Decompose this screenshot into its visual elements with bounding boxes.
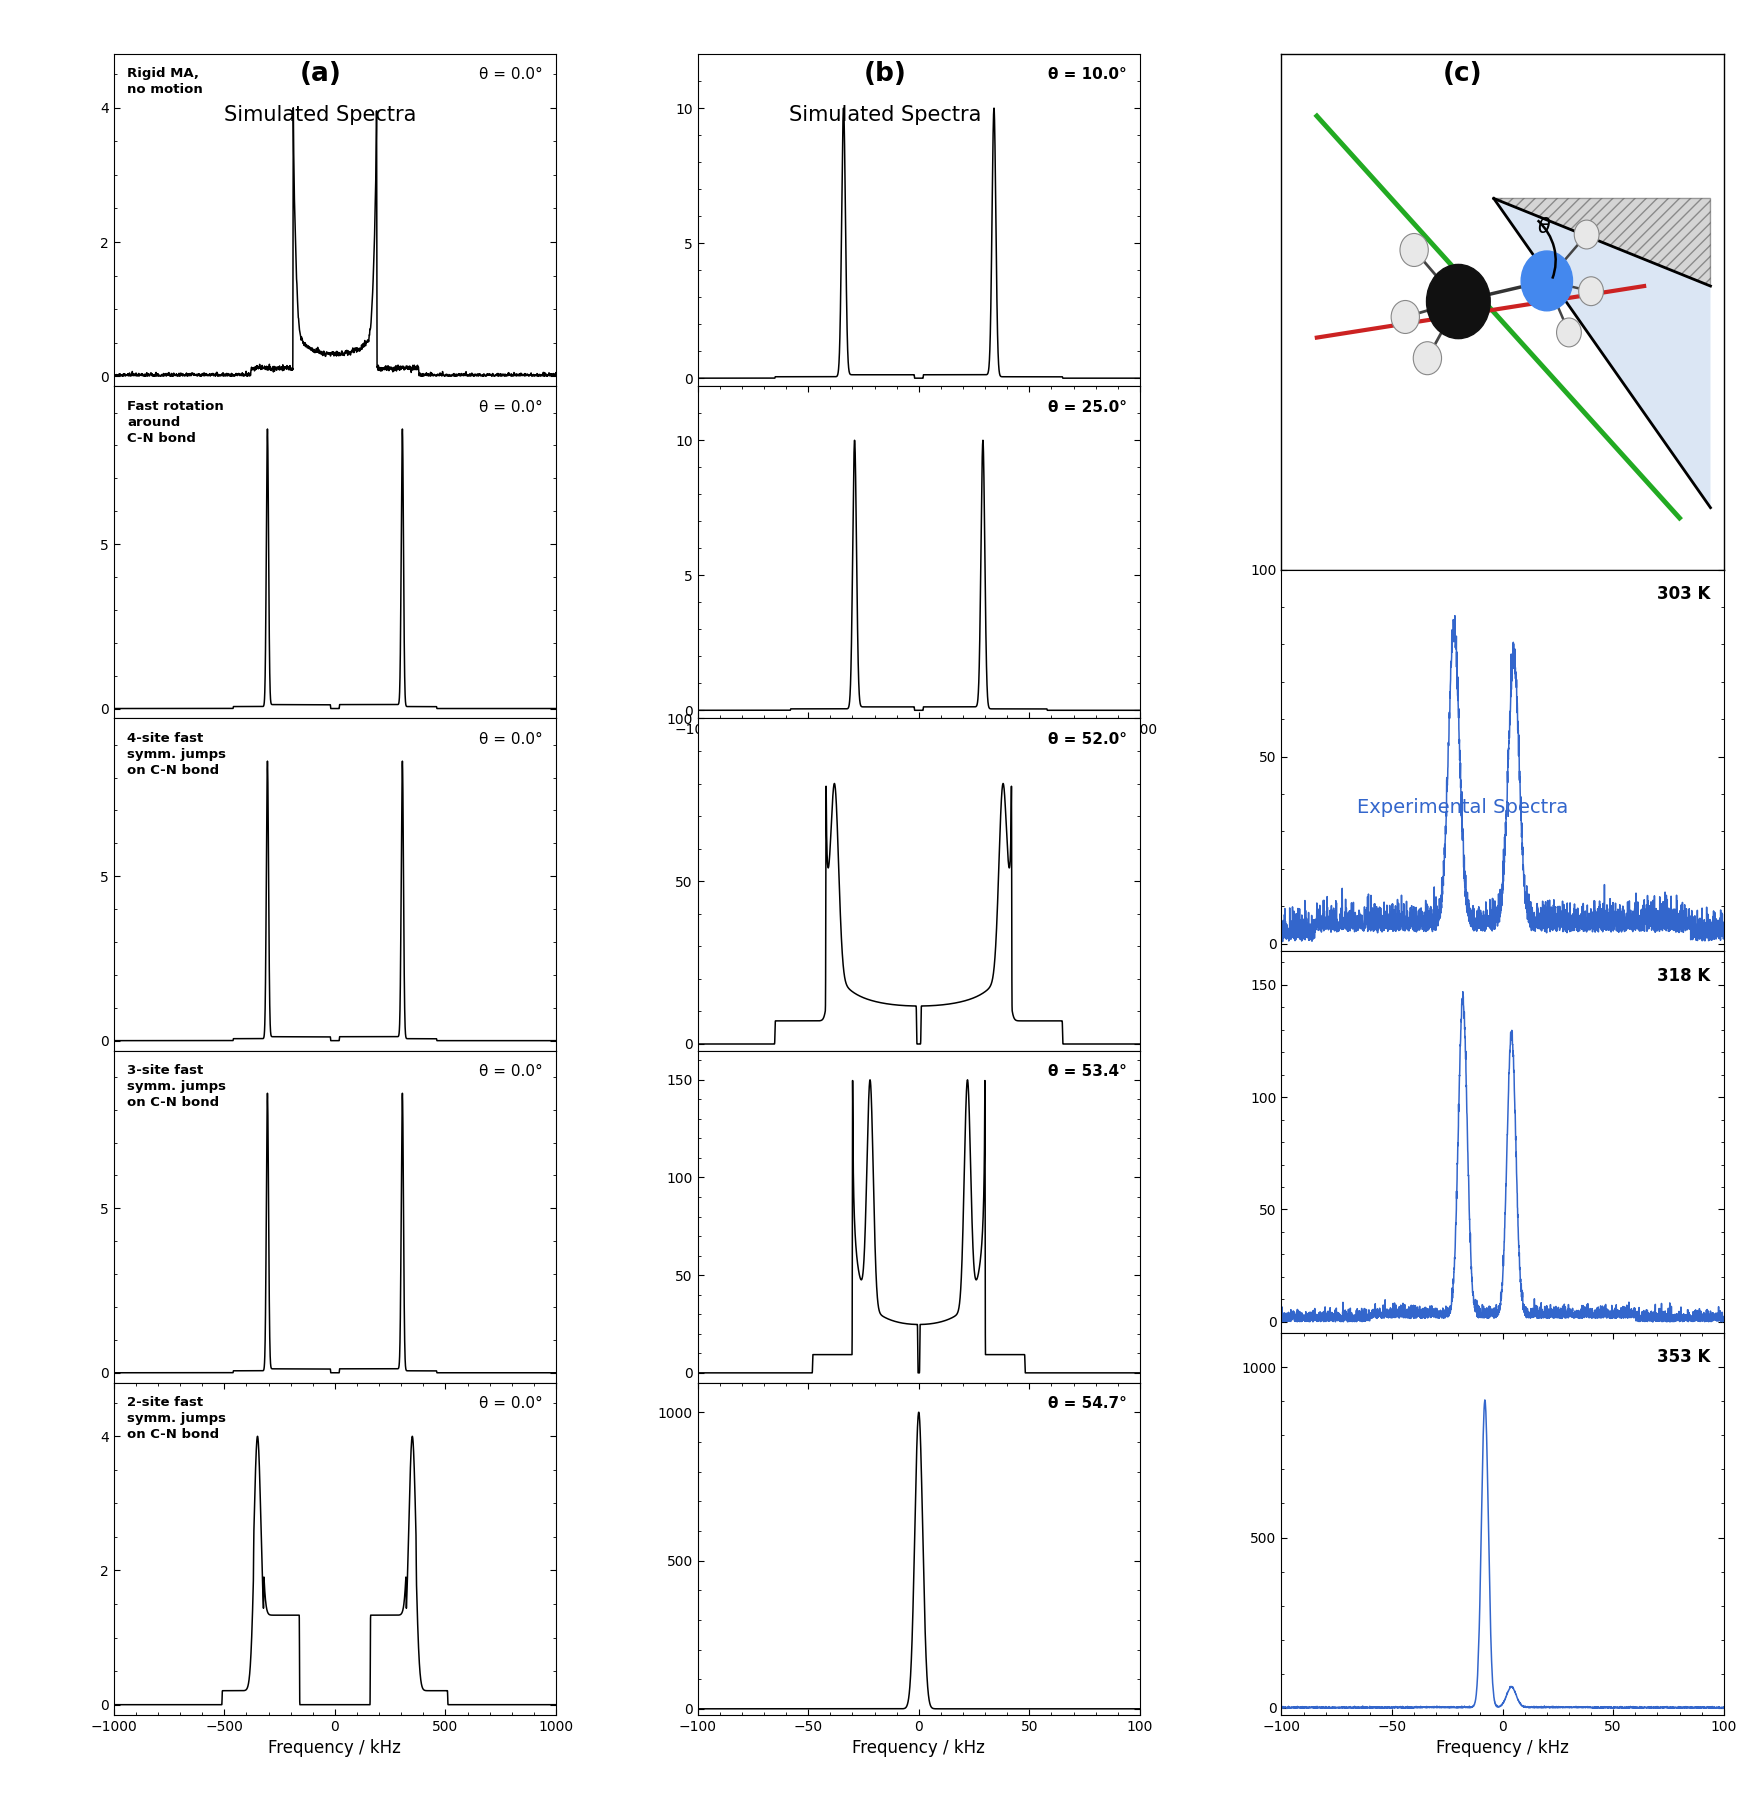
X-axis label: Frequency / kHz: Frequency / kHz [268, 1740, 401, 1756]
Text: θ = 0.0°: θ = 0.0° [480, 67, 542, 83]
Circle shape [1521, 251, 1573, 310]
Text: θ = 25.0°: θ = 25.0° [1048, 399, 1127, 415]
Text: Simulated Spectra: Simulated Spectra [789, 105, 982, 125]
Text: θ = 52.0°: θ = 52.0° [1048, 731, 1127, 747]
Text: 303 K: 303 K [1657, 585, 1710, 603]
Text: θ = 0.0°: θ = 0.0° [480, 399, 542, 415]
X-axis label: Frequency / kHz: Frequency / kHz [852, 744, 985, 760]
Text: Rigid MA,
no motion: Rigid MA, no motion [128, 67, 203, 96]
Text: θ = 10.0°: θ = 10.0° [1048, 67, 1127, 83]
Text: (b): (b) [864, 61, 906, 87]
Text: Experimental Spectra: Experimental Spectra [1358, 798, 1568, 818]
Text: θ = 53.4°: θ = 53.4° [1048, 1063, 1127, 1079]
Text: θ = 0.0°: θ = 0.0° [480, 1395, 542, 1412]
Text: 318 K: 318 K [1657, 966, 1710, 984]
Circle shape [1578, 276, 1603, 305]
Polygon shape [1494, 199, 1710, 507]
Text: θ = 0.0°: θ = 0.0° [480, 1063, 542, 1079]
X-axis label: Frequency / kHz: Frequency / kHz [852, 1740, 985, 1756]
Circle shape [1400, 233, 1428, 267]
Text: 3-site fast
symm. jumps
on C-N bond: 3-site fast symm. jumps on C-N bond [128, 1063, 226, 1108]
Circle shape [1414, 341, 1442, 375]
Text: Simulated Spectra: Simulated Spectra [224, 105, 416, 125]
Text: Fast rotation
around
C-N bond: Fast rotation around C-N bond [128, 399, 224, 444]
Text: 2-site fast
symm. jumps
on C-N bond: 2-site fast symm. jumps on C-N bond [128, 1395, 226, 1440]
Circle shape [1426, 264, 1491, 339]
Circle shape [1556, 318, 1582, 347]
Polygon shape [1494, 199, 1710, 285]
X-axis label: Frequency / kHz: Frequency / kHz [1437, 1740, 1570, 1756]
Circle shape [1391, 300, 1419, 334]
Text: θ = 54.7°: θ = 54.7° [1048, 1395, 1127, 1412]
Text: θ = 0.0°: θ = 0.0° [480, 731, 542, 747]
Circle shape [1575, 220, 1600, 249]
Text: (a): (a) [299, 61, 341, 87]
Text: $\theta$: $\theta$ [1538, 217, 1552, 236]
Text: (c): (c) [1444, 61, 1482, 87]
Text: 353 K: 353 K [1657, 1348, 1710, 1366]
Text: 4-site fast
symm. jumps
on C-N bond: 4-site fast symm. jumps on C-N bond [128, 731, 226, 776]
